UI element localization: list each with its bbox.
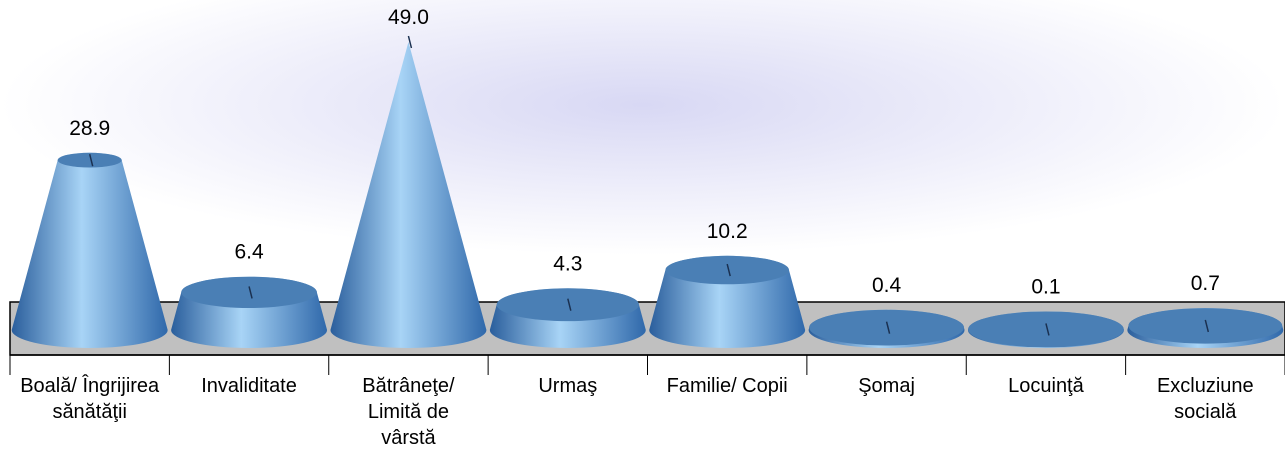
background [0, 0, 1285, 300]
x-tick-label: Boală/ Îngrijirea sănătăţii [20, 375, 160, 423]
x-tick-label: Şomaj [858, 375, 915, 397]
x-tick-label: Familie/ Copii [666, 375, 788, 397]
x-tick-label: Excluziune socială [1156, 375, 1254, 423]
label-leader [407, 35, 413, 49]
label-leader [1045, 323, 1050, 336]
cone-top [809, 309, 964, 346]
x-tick-label: Urmaş [538, 375, 598, 397]
cone [330, 42, 487, 348]
x-tick-label: Bătrâneţe/ Limită de vârstă [362, 375, 455, 449]
x-tick-label: Invaliditate [201, 375, 297, 397]
value-label: 10.2 [707, 220, 748, 243]
value-label: 4.3 [553, 252, 582, 275]
cone-top [496, 288, 639, 322]
cone-top [665, 255, 789, 285]
value-label: 0.4 [872, 274, 902, 297]
value-label: 49.0 [388, 6, 429, 29]
label-leader [726, 263, 731, 277]
cone-top [968, 311, 1124, 348]
cone-top [1128, 308, 1283, 344]
label-leader [248, 286, 253, 299]
label-leader [88, 153, 94, 167]
label-leader [567, 298, 572, 311]
value-label: 0.7 [1191, 272, 1220, 295]
cone [11, 152, 168, 348]
cone-top [181, 276, 317, 309]
value-label: 6.4 [234, 241, 264, 264]
value-label: 28.9 [69, 117, 110, 140]
value-label: 0.1 [1031, 275, 1060, 298]
cone-top [57, 152, 122, 168]
x-tick-label: Locuinţă [1008, 375, 1084, 397]
label-leader [1204, 319, 1210, 333]
label-leader [885, 321, 891, 334]
